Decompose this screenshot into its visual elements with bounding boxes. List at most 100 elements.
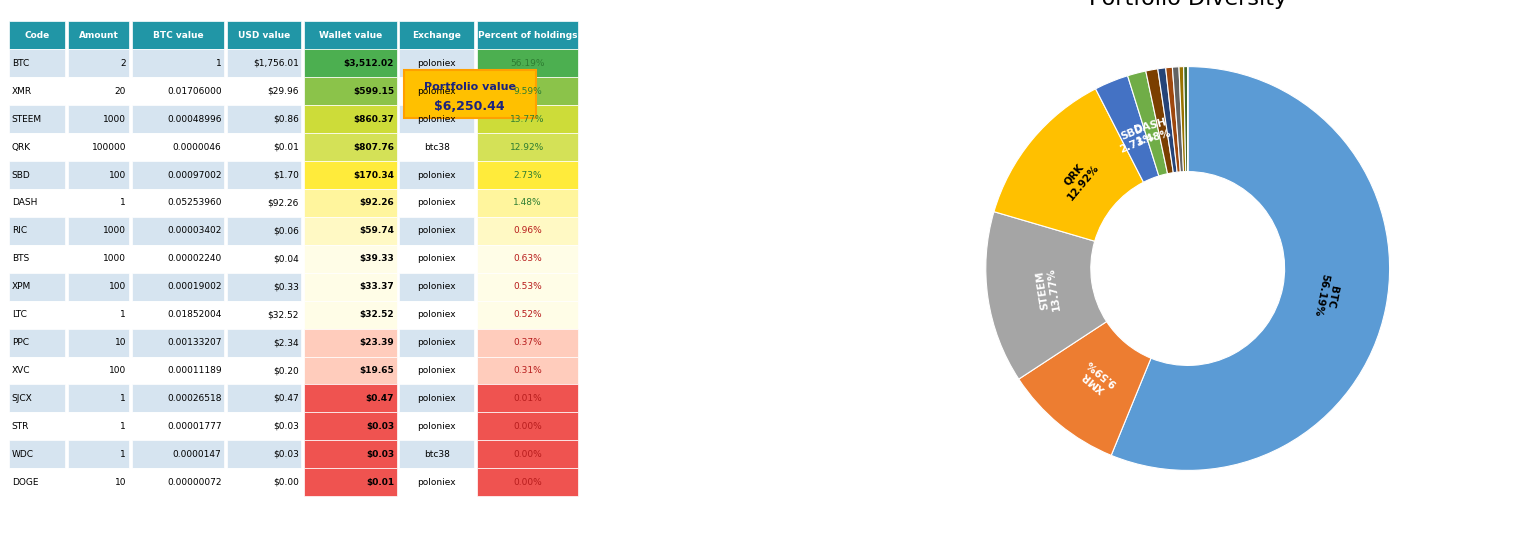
Bar [399, 412, 474, 440]
Bar [132, 49, 224, 77]
Text: 0.01%: 0.01% [513, 394, 542, 403]
Bar [9, 133, 65, 161]
Text: STEEM: STEEM [12, 115, 42, 124]
Bar [477, 133, 578, 161]
Text: 0.00%: 0.00% [513, 422, 542, 431]
Text: $860.37: $860.37 [353, 115, 393, 124]
Bar [68, 245, 129, 273]
Text: $0.03: $0.03 [366, 422, 393, 431]
Bar [404, 70, 536, 118]
Bar [304, 161, 396, 189]
Text: $0.04: $0.04 [272, 255, 298, 263]
Bar [399, 468, 474, 496]
Text: poloniex: poloniex [418, 366, 455, 375]
Bar [68, 49, 129, 77]
Bar [399, 105, 474, 133]
Text: 100: 100 [109, 282, 126, 291]
Bar [304, 412, 396, 440]
Bar [227, 105, 301, 133]
Text: $29.96: $29.96 [268, 87, 298, 96]
Wedge shape [1157, 68, 1177, 173]
Text: 100: 100 [109, 366, 126, 375]
Bar [227, 412, 301, 440]
Text: 10: 10 [115, 478, 126, 487]
Text: DASH
1.48%: DASH 1.48% [1132, 117, 1173, 147]
Text: 0.05253960: 0.05253960 [166, 199, 221, 207]
Bar [227, 133, 301, 161]
Bar [304, 301, 396, 329]
Bar [399, 273, 474, 301]
Text: poloniex: poloniex [418, 115, 455, 124]
Bar [9, 384, 65, 412]
Bar [477, 245, 578, 273]
Bar [399, 384, 474, 412]
Text: poloniex: poloniex [418, 199, 455, 207]
Text: 0.00011189: 0.00011189 [166, 366, 221, 375]
Bar [477, 189, 578, 217]
Text: DOGE: DOGE [12, 478, 38, 487]
Text: $92.26: $92.26 [359, 199, 393, 207]
Text: poloniex: poloniex [418, 171, 455, 179]
Bar [227, 468, 301, 496]
Bar [477, 440, 578, 468]
Text: $2.34: $2.34 [272, 338, 298, 347]
Wedge shape [986, 212, 1106, 379]
Text: XPM: XPM [12, 282, 32, 291]
Bar [304, 357, 396, 384]
Wedge shape [1111, 67, 1389, 470]
Text: 1000: 1000 [103, 115, 126, 124]
Text: 1: 1 [216, 59, 221, 68]
Text: $0.20: $0.20 [272, 366, 298, 375]
Wedge shape [1173, 67, 1183, 172]
Text: Portfolio value: Portfolio value [424, 82, 516, 92]
Bar [304, 77, 396, 105]
Text: BTC: BTC [12, 59, 29, 68]
Bar [477, 468, 578, 496]
Text: $59.74: $59.74 [359, 227, 393, 235]
Bar [9, 189, 65, 217]
Bar [9, 105, 65, 133]
Bar [68, 133, 129, 161]
Bar [132, 105, 224, 133]
Text: 1: 1 [121, 422, 126, 431]
Text: 0.01706000: 0.01706000 [166, 87, 221, 96]
Bar [68, 384, 129, 412]
Text: 0.37%: 0.37% [513, 338, 542, 347]
Text: QRK: QRK [12, 143, 30, 151]
Bar [227, 77, 301, 105]
Bar [227, 357, 301, 384]
Text: poloniex: poloniex [418, 282, 455, 291]
Title: Portfolio Diversity: Portfolio Diversity [1089, 0, 1286, 9]
Bar [9, 217, 65, 245]
Text: $32.52: $32.52 [360, 310, 393, 319]
Wedge shape [1183, 67, 1188, 172]
Wedge shape [1145, 69, 1173, 173]
Text: 0.96%: 0.96% [513, 227, 542, 235]
Bar [304, 49, 396, 77]
Text: btc38: btc38 [424, 143, 449, 151]
Text: 100000: 100000 [92, 143, 126, 151]
Bar [477, 77, 578, 105]
Bar [132, 77, 224, 105]
Bar [68, 440, 129, 468]
Text: 0.31%: 0.31% [513, 366, 542, 375]
Text: 0.00133207: 0.00133207 [166, 338, 221, 347]
Text: 100: 100 [109, 171, 126, 179]
Wedge shape [1179, 67, 1186, 172]
Bar [132, 21, 224, 49]
Bar [227, 189, 301, 217]
Bar [9, 329, 65, 357]
Text: 1.48%: 1.48% [513, 199, 542, 207]
Text: 56.19%: 56.19% [510, 59, 545, 68]
Text: 0.63%: 0.63% [513, 255, 542, 263]
Bar [68, 217, 129, 245]
Text: $6,250.44: $6,250.44 [434, 99, 505, 113]
Text: $3,512.02: $3,512.02 [343, 59, 393, 68]
Bar [304, 468, 396, 496]
Bar [304, 105, 396, 133]
Bar [68, 105, 129, 133]
Bar [399, 189, 474, 217]
Text: poloniex: poloniex [418, 227, 455, 235]
Bar [304, 384, 396, 412]
Bar [477, 161, 578, 189]
